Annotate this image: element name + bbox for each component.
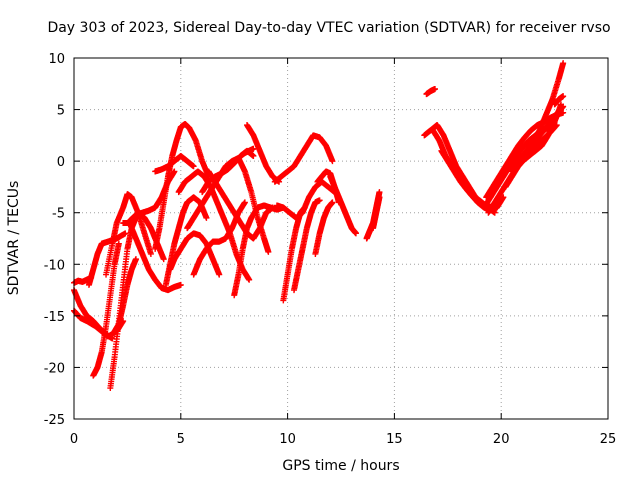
series-track-23 [271, 132, 336, 185]
series-track-32 [423, 85, 438, 98]
data-point [250, 152, 257, 159]
data-point [147, 250, 154, 257]
x-tick-label: 0 [70, 432, 78, 447]
data-point [132, 256, 139, 263]
series-track-7 [111, 256, 139, 335]
data-point [122, 230, 129, 237]
series-track-5 [90, 240, 122, 379]
y-tick-label: -15 [44, 310, 65, 325]
series-track-8 [103, 191, 154, 278]
data-point [171, 168, 178, 175]
y-tick-label: 0 [57, 155, 65, 170]
data-point [203, 214, 210, 221]
series-track-31 [370, 194, 383, 232]
data-point [115, 240, 122, 247]
y-tick-label: 10 [48, 52, 65, 67]
y-tick-label: -25 [44, 413, 65, 428]
data-point [177, 281, 184, 288]
series-track-12 [152, 121, 212, 252]
x-tick-label: 20 [493, 432, 510, 447]
x-axis-label: GPS time / hours [282, 458, 399, 474]
x-tick-label: 10 [279, 432, 296, 447]
data-point [190, 163, 197, 170]
y-tick-label: -5 [52, 207, 65, 222]
y-axis-label: SDTVAR / TECUs [6, 181, 22, 296]
data-point [265, 248, 272, 255]
y-tick-label: 5 [57, 104, 65, 119]
data-point [246, 276, 253, 283]
y-tick-label: -20 [44, 361, 65, 376]
chart-title: Day 303 of 2023, Sidereal Day-to-day VTE… [47, 20, 610, 36]
x-tick-label: 25 [600, 432, 617, 447]
data-point [216, 271, 223, 278]
data-point [160, 256, 167, 263]
x-tick-label: 15 [386, 432, 403, 447]
y-tick-label: -10 [44, 258, 65, 273]
x-tick-label: 5 [177, 432, 185, 447]
series-track-13 [162, 194, 210, 288]
data-point [241, 199, 248, 206]
data-points [71, 60, 567, 392]
